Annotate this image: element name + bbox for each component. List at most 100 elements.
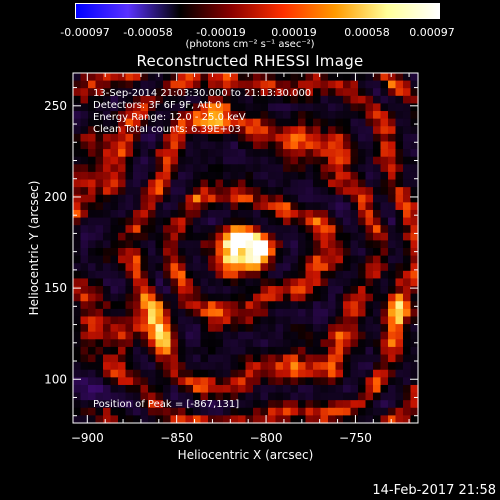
heatmap-cell [328,392,337,401]
heatmap-cell [208,156,217,165]
heatmap-cell [290,392,299,401]
heatmap-cell [110,156,119,165]
heatmap-cell [335,179,344,188]
heatmap-cell [110,324,119,333]
heatmap-cell [148,232,157,241]
x-tick-label: −900 [71,431,104,445]
heatmap-cell [380,392,389,401]
heatmap-cell [155,141,164,150]
heatmap-cell [178,308,187,318]
heatmap-cell [335,407,344,416]
heatmap-cell [298,286,307,295]
heatmap-cell [320,133,329,143]
heatmap-cell [163,301,172,310]
heatmap-cell [208,118,217,127]
heatmap-cell [283,270,292,280]
heatmap-cell [275,103,284,112]
heatmap-cell [245,392,254,401]
heatmap-cell [388,156,397,165]
heatmap-cell [215,149,224,158]
heatmap-cell [403,88,412,97]
heatmap-cell [313,316,322,325]
heatmap-cell [133,103,142,112]
heatmap-cell [110,164,119,173]
heatmap-cell [185,324,194,333]
heatmap-cell [388,248,397,257]
heatmap-cell [148,270,157,280]
heatmap-cell [193,316,202,325]
heatmap-cell [223,179,232,188]
heatmap-cell [155,278,164,287]
heatmap-cell [380,324,389,333]
heatmap-cell [80,384,89,394]
heatmap-cell [365,194,374,203]
heatmap-cell [200,316,209,325]
heatmap-cell [380,331,389,340]
heatmap-cell [110,377,119,386]
heatmap-cell [185,187,194,196]
heatmap-cell [110,171,119,181]
heatmap-cell [95,278,104,287]
heatmap-cell [380,301,389,310]
heatmap-cell [328,286,337,295]
heatmap-cell [140,111,149,120]
heatmap-cell [110,133,119,143]
heatmap-cell [110,225,119,234]
heatmap-cell [95,346,104,356]
heatmap-cell [373,164,382,173]
heatmap-cell [148,164,157,173]
heatmap-cell [140,126,149,135]
heatmap-cell [335,331,344,340]
heatmap-cell [350,278,359,287]
heatmap-cell [268,377,277,386]
heatmap-cell [140,316,149,325]
heatmap-cell [208,179,217,188]
heatmap-cell [365,217,374,226]
heatmap-cell [305,346,314,356]
heatmap-cell [290,118,299,127]
heatmap-cell [373,339,382,348]
heatmap-cell [185,384,194,394]
heatmap-cell [193,194,202,203]
heatmap-cell [283,339,292,348]
heatmap-cell [110,400,119,409]
heatmap-cell [395,384,404,394]
heatmap-cell [170,73,179,82]
heatmap-cell [313,141,322,150]
heatmap-cell [350,240,359,249]
heatmap-cell [200,171,209,181]
heatmap-cell [268,255,277,264]
heatmap-cell [305,118,314,127]
heatmap-cell [185,179,194,188]
heatmap-cell [103,149,112,158]
heatmap-cell [148,286,157,295]
heatmap-cell [275,248,284,257]
heatmap-cell [163,255,172,264]
heatmap-cell [185,164,194,173]
heatmap-cell [238,407,247,416]
heatmap-cell [80,171,89,181]
heatmap-cell [110,73,119,82]
heatmap-cell [110,407,119,416]
heatmap-cell [328,316,337,325]
heatmap-cell [320,217,329,226]
heatmap-cell [290,225,299,234]
heatmap-cell [403,354,412,363]
heatmap-cell [178,118,187,127]
heatmap-cell [380,118,389,127]
heatmap-cell [88,248,97,257]
heatmap-cell [163,133,172,143]
colorbar-tick-label: -0.00019 [196,26,246,39]
heatmap-cell [260,240,269,249]
heatmap-cell [395,407,404,416]
heatmap-cell [275,286,284,295]
heatmap-cell [170,248,179,257]
heatmap-cell [365,255,374,264]
heatmap-cell [193,369,202,378]
heatmap-cell [328,103,337,112]
heatmap-cell [215,362,224,371]
heatmap-cell [313,286,322,295]
heatmap-cell [163,111,172,120]
heatmap-cell [185,293,194,302]
heatmap-cell [388,164,397,173]
